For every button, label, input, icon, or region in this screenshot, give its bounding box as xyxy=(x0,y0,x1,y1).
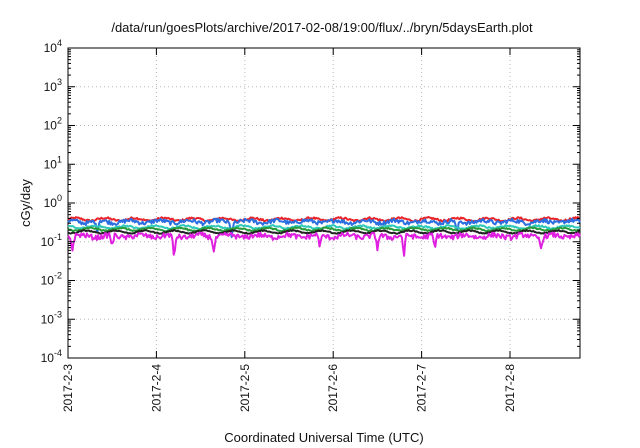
y-tick-label: 101 xyxy=(44,154,62,171)
x-tick-label: 2017-2-8 xyxy=(503,364,517,412)
grid-lines xyxy=(68,48,580,358)
chart-title: /data/run/goesPlots/archive/2017-02-08/1… xyxy=(111,20,533,35)
x-tick-label: 2017-2-5 xyxy=(238,364,252,412)
series-line xyxy=(68,229,581,235)
x-tick-label: 2017-2-7 xyxy=(415,364,429,412)
series-line xyxy=(67,217,581,239)
y-axis-label: cGy/day xyxy=(18,179,33,227)
x-axis: 2017-2-3 2017-2-4 2017-2-5 2017-2-6 2017-2-7… xyxy=(61,48,517,412)
y-tick-label: 104 xyxy=(44,38,62,55)
y-tick-label: 10-3 xyxy=(41,309,62,326)
y-tick-label: 10-4 xyxy=(41,348,62,365)
series-line xyxy=(67,231,581,257)
series-group xyxy=(67,216,581,257)
y-tick-label: 103 xyxy=(44,77,62,94)
y-tick-label: 102 xyxy=(44,116,62,133)
series-line xyxy=(67,226,581,233)
y-tick-label: 100 xyxy=(44,193,62,210)
x-tick-label: 2017-2-6 xyxy=(326,364,340,412)
y-tick-label: 10-2 xyxy=(41,271,62,288)
x-tick-label: 2017-2-3 xyxy=(61,364,75,412)
y-axis: 10-4 10-3 10-2 10-1 100 101 102 103 104 xyxy=(41,38,580,365)
y-tick-label: 10-1 xyxy=(41,232,62,249)
x-axis-label: Coordinated Universal Time (UTC) xyxy=(224,430,423,445)
x-tick-label: 2017-2-4 xyxy=(149,364,163,412)
